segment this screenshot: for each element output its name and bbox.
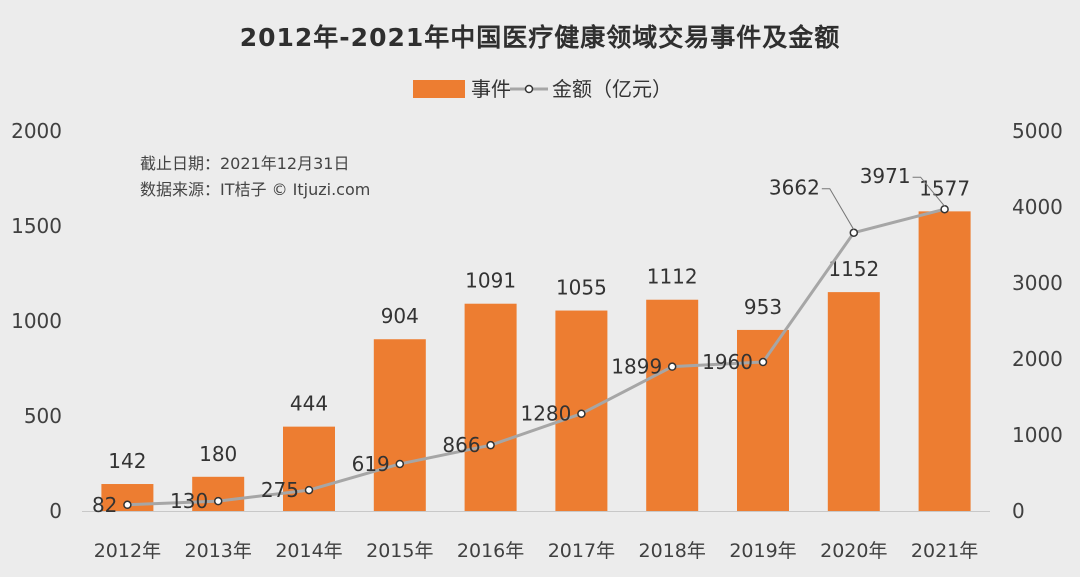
- line-point: [395, 459, 405, 469]
- line-data-label: 1899: [611, 355, 662, 379]
- line-data-label: 866: [442, 433, 480, 457]
- x-axis-tick-label: 2020年: [820, 540, 887, 562]
- x-axis-tick-label: 2019年: [729, 540, 796, 562]
- line-point: [849, 228, 859, 237]
- line-data-label: 82: [92, 493, 117, 517]
- line-point: [577, 409, 586, 418]
- line-data-label: 3971: [860, 164, 911, 188]
- x-axis-tick-label: 2012年: [94, 540, 161, 562]
- line-point: [486, 440, 495, 450]
- bar-data-label: 1112: [647, 265, 698, 289]
- line-data-label: 1960: [702, 350, 753, 374]
- right-axis-tick-label: 5000: [1012, 119, 1063, 143]
- bar: [373, 339, 426, 511]
- line-point: [304, 485, 314, 495]
- bar-data-label: 1152: [828, 257, 879, 281]
- bar: [283, 426, 335, 511]
- legend-bar-swatch: [413, 80, 465, 98]
- line-point: [940, 204, 949, 214]
- right-axis-tick-label: 3000: [1012, 271, 1063, 295]
- line-data-label: 130: [170, 489, 208, 513]
- x-axis-tick-label: 2015年: [366, 540, 433, 562]
- line-label-leader: [821, 188, 855, 230]
- line-series: [127, 207, 945, 507]
- right-axis-tick-label: 1000: [1012, 423, 1063, 447]
- cutoff-note: 截止日期：2021年12月31日: [140, 154, 350, 173]
- line-data-label: 275: [261, 478, 299, 502]
- line-point: [123, 500, 132, 510]
- left-axis-tick-label: 500: [24, 404, 62, 428]
- line-label-leader: [912, 176, 945, 207]
- x-axis-tick-label: 2016年: [457, 540, 524, 562]
- right-axis-tick-label: 2000: [1012, 347, 1063, 371]
- line-point: [758, 357, 768, 367]
- legend-line-label: 金额（亿元）: [552, 77, 672, 101]
- left-axis-tick-label: 0: [49, 499, 62, 523]
- line-data-label: 619: [352, 452, 390, 476]
- line-data-label: 1280: [520, 402, 571, 426]
- legend-bar-label: 事件: [471, 77, 511, 101]
- bar: [646, 299, 699, 511]
- bar-data-label: 1577: [919, 176, 970, 200]
- legend-line-marker: [524, 84, 534, 94]
- bar-data-label: 1091: [465, 269, 516, 293]
- line-data-label: 3662: [769, 176, 820, 200]
- source-note: 数据来源：IT桔子 © Itjuzi.com: [140, 180, 371, 199]
- x-axis-tick-label: 2021年: [911, 540, 978, 562]
- x-axis-tick-label: 2014年: [275, 540, 342, 562]
- bar: [464, 303, 517, 511]
- bar-data-label: 904: [381, 304, 419, 328]
- bar-data-label: 953: [744, 295, 782, 319]
- x-axis-tick-label: 2013年: [185, 540, 252, 562]
- bar-data-label: 444: [290, 392, 328, 416]
- right-axis-tick-label: 0: [1012, 499, 1025, 523]
- right-axis-tick-label: 4000: [1012, 195, 1063, 219]
- bar: [827, 292, 880, 511]
- line-point: [667, 362, 677, 371]
- x-axis-tick-label: 2017年: [548, 540, 615, 562]
- left-axis-tick-label: 2000: [11, 119, 62, 143]
- x-axis-tick-label: 2018年: [639, 540, 706, 562]
- bar-data-label: 1055: [556, 276, 607, 300]
- left-axis-tick-label: 1500: [11, 214, 62, 238]
- left-axis-tick-label: 1000: [11, 309, 62, 333]
- line-point: [213, 496, 223, 506]
- bar-data-label: 180: [199, 442, 237, 466]
- bar-data-label: 142: [108, 449, 146, 473]
- bar: [918, 211, 971, 511]
- chart-title: 2012年-2021年中国医疗健康领域交易事件及金额: [239, 23, 841, 52]
